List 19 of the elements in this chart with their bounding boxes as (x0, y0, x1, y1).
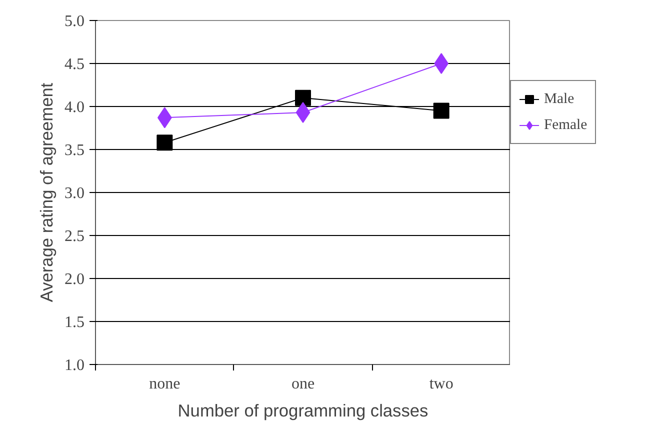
x-tick-label: two (429, 376, 454, 392)
y-tick-label: 3.5 (64, 142, 84, 159)
y-tick-label: 3.0 (64, 185, 84, 202)
x-tick-label: one (291, 376, 315, 392)
x-axis-title: Number of programming classes (178, 400, 429, 420)
x-tick-label: none (149, 376, 180, 392)
y-tick-label: 1.0 (64, 357, 84, 374)
y-tick-label: 2.0 (64, 271, 84, 288)
y-tick-label: 2.5 (64, 228, 84, 245)
y-tick-label: 4.5 (64, 56, 84, 73)
y-tick-label: 4.0 (64, 99, 84, 116)
point (156, 134, 173, 151)
y-tick-label: 1.5 (64, 314, 84, 331)
y-tick-label: 5.0 (64, 13, 84, 30)
y-axis-title: Average rating of agreement (36, 82, 56, 302)
legend-label: Male (544, 90, 574, 108)
point (433, 102, 450, 119)
point (295, 90, 311, 106)
legend-label: Female (544, 116, 588, 134)
